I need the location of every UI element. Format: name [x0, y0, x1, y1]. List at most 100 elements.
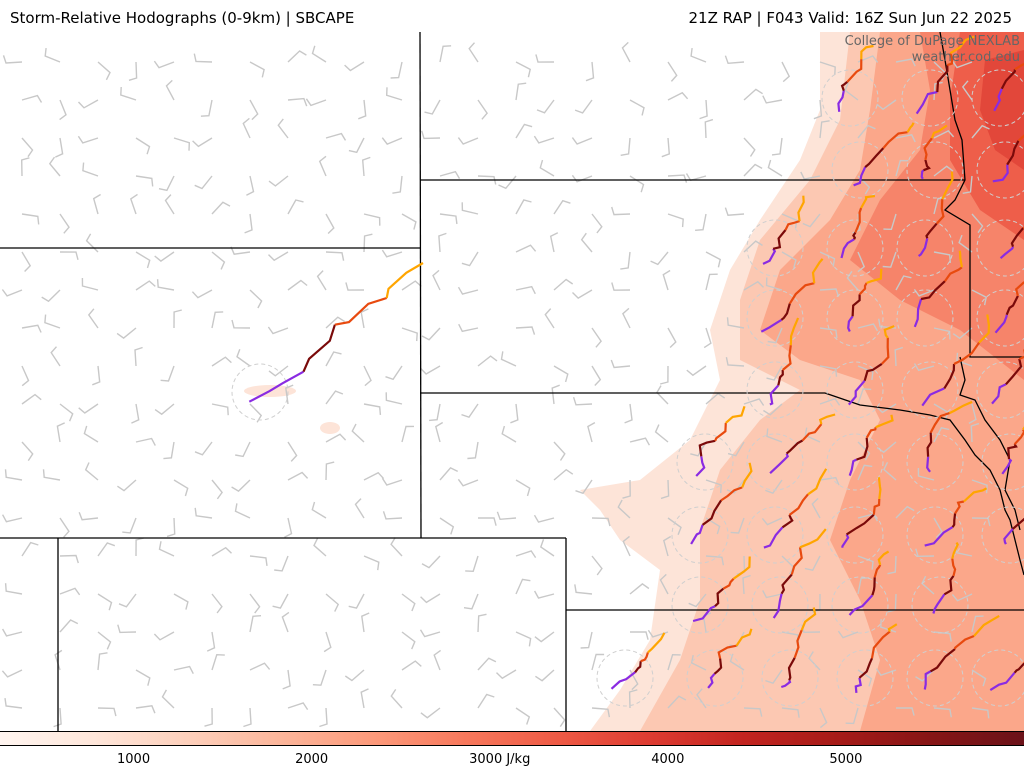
wind-barb [268, 175, 289, 187]
hodograph-trace [936, 65, 949, 93]
hodograph-trace [763, 526, 784, 549]
hodograph-trace [851, 294, 861, 317]
wind-barb [78, 403, 99, 414]
wind-barb [173, 593, 189, 610]
wind-barb [390, 537, 403, 557]
wind-barb [571, 174, 593, 183]
hodograph-trace [722, 577, 735, 590]
wind-barb [192, 137, 213, 148]
colorbar-tick-label: 5000 [829, 752, 863, 767]
hodograph-trace [725, 405, 746, 424]
wind-barb [20, 157, 30, 177]
hodograph-ring [231, 363, 289, 421]
wind-barb [743, 280, 764, 291]
hodograph-ring [751, 576, 809, 634]
wind-barb [628, 689, 638, 709]
hodograph-ring [746, 219, 804, 277]
wind-barb [84, 462, 99, 481]
wind-barb [461, 251, 479, 267]
hodograph-trace [951, 542, 959, 559]
wind-barb [500, 351, 517, 367]
hodograph-ring [746, 433, 804, 491]
wind-barb [4, 698, 23, 709]
wind-barb [743, 137, 756, 157]
hodograph-trace [887, 623, 898, 632]
wind-barb [59, 587, 81, 596]
wind-barb [390, 689, 403, 709]
hodograph-trace [640, 652, 649, 663]
wind-barb [135, 437, 156, 446]
hodograph-trace [732, 556, 751, 580]
hodograph-trace [788, 282, 815, 305]
wind-barb [401, 425, 415, 443]
hodograph-trace [954, 500, 965, 515]
wind-barb [629, 175, 645, 193]
hodograph-trace [790, 547, 803, 575]
hodograph-trace [935, 199, 945, 225]
wind-barb [477, 657, 497, 671]
wind-barb [363, 403, 382, 415]
wind-barb [819, 707, 828, 729]
wind-barb [204, 707, 213, 727]
hodograph-trace [780, 303, 791, 321]
wind-barb [50, 346, 61, 367]
wind-barb [951, 60, 973, 69]
wind-barb [463, 593, 479, 610]
wind-barb [591, 555, 603, 576]
wind-barb [549, 232, 559, 253]
wind-barb [533, 135, 555, 144]
wind-barb [242, 117, 251, 139]
wind-barb [363, 471, 385, 481]
wind-barb [695, 213, 707, 231]
wind-barb [781, 213, 798, 229]
wind-barb [59, 251, 79, 260]
wind-barb [401, 327, 418, 342]
wind-barb [766, 428, 783, 443]
wind-barb [438, 232, 447, 253]
wind-barb [421, 130, 441, 140]
wind-barb [21, 324, 42, 333]
credit-line-1: College of DuPage NEXLAB [844, 34, 1020, 49]
hodograph-trace [714, 587, 725, 608]
wind-barb [231, 319, 251, 329]
wind-barb [686, 365, 707, 377]
wind-barb [21, 213, 40, 225]
wind-barb [813, 99, 823, 120]
wind-barb [439, 170, 461, 179]
hodograph-ring [821, 69, 879, 127]
wind-barb [158, 175, 175, 192]
cape-shading [244, 32, 1024, 731]
wind-barb [21, 541, 39, 557]
wind-barb [211, 201, 231, 215]
hodograph-ring [901, 361, 959, 419]
hodograph-trace [949, 400, 973, 415]
wind-barb [92, 193, 101, 215]
wind-barb [401, 593, 416, 612]
hodograph-ring [896, 289, 954, 347]
hodograph-trace [788, 493, 809, 516]
hodograph-trace [930, 124, 948, 139]
hodograph-trace [923, 159, 931, 172]
wind-barb [211, 653, 225, 671]
wind-barb [421, 327, 441, 341]
cape-colorbar [0, 731, 1024, 746]
hodograph-trace [865, 427, 877, 439]
wind-barb [667, 91, 689, 101]
wind-barb [629, 99, 645, 116]
wind-barb [173, 479, 189, 497]
wind-barb [48, 156, 61, 177]
wind-barb [857, 388, 872, 405]
wind-barb [726, 317, 745, 329]
hodograph-trace [781, 514, 794, 529]
wind-barb [857, 669, 873, 687]
wind-barb [1, 628, 23, 637]
wind-barb [363, 555, 380, 571]
wind-barb [895, 275, 912, 291]
wind-barb [819, 476, 840, 486]
wind-barb [97, 707, 117, 717]
wind-barb [580, 232, 593, 253]
map-canvas[interactable] [0, 32, 1024, 731]
hodograph-ring [746, 289, 804, 347]
wind-barb [727, 441, 745, 457]
hodograph-trace [1014, 281, 1024, 297]
